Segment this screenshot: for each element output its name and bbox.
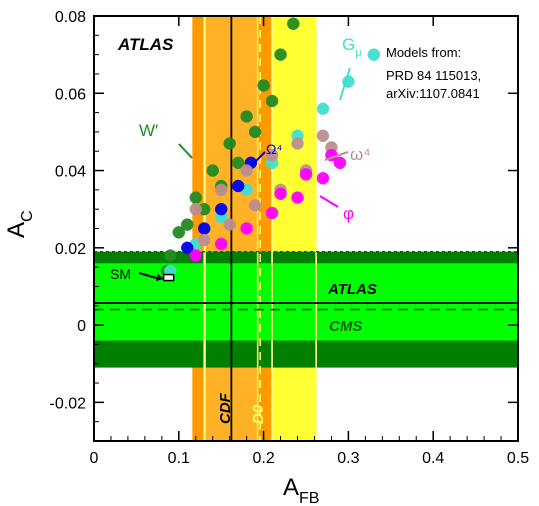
y-tick-label: 0.02	[55, 241, 86, 258]
sm-arrowhead	[156, 274, 164, 281]
series-3-point-1	[214, 183, 228, 197]
omega-upper-arrow	[250, 151, 266, 167]
omega-lower-arrow	[324, 151, 349, 161]
wprime-arrow	[178, 143, 193, 159]
series-labels: W′ Gμ Ω⁴ ω⁴ φ	[139, 35, 371, 223]
series-3-point-2	[240, 164, 253, 177]
y-tick-label: 0.08	[55, 9, 86, 26]
series-2-point-2	[214, 202, 228, 216]
series-0-point-10	[181, 218, 194, 231]
band-label-cdf: CDF	[217, 392, 234, 424]
series-3-point-9	[248, 199, 262, 212]
series-0-point-5	[240, 110, 253, 123]
gmu-arrow	[339, 67, 351, 101]
series-0-point-7	[274, 48, 287, 61]
series-0-point-1	[172, 226, 186, 239]
series-0-point-9	[164, 249, 177, 262]
sm-label-group: SM	[110, 266, 164, 282]
band-label-atlas: ATLAS	[327, 281, 377, 298]
series-1-point-8	[367, 48, 381, 61]
y-tick-label: 0	[77, 318, 86, 335]
x-tick-label: 0.1	[168, 450, 190, 467]
band-label-d0: D0	[250, 404, 267, 424]
y-tick-label: 0.04	[55, 164, 86, 181]
x-tick-label: 0.4	[422, 450, 444, 467]
y-axis-label: AC	[3, 210, 36, 238]
x-tick-label: 0.3	[337, 450, 359, 467]
series-0-point-15	[265, 94, 279, 108]
models-note-line-2: PRD 84 115013,	[386, 68, 481, 83]
models-note-line-1: Models from:	[386, 45, 461, 60]
series-0-point-2	[189, 191, 203, 204]
series-4-point-4	[291, 191, 304, 204]
series-4-point-3	[265, 206, 279, 220]
series-0-point-3	[206, 164, 219, 177]
series-4-point-8	[299, 168, 313, 181]
series-4-point-7	[274, 187, 287, 200]
series-label-gmu: Gμ	[342, 35, 362, 59]
sm-arrow	[138, 272, 161, 280]
series-2-point-0	[181, 241, 194, 255]
series-0-point-14	[248, 125, 262, 139]
series-3-point-5	[316, 129, 330, 143]
model-series	[160, 17, 381, 282]
y-tick-label: -0.02	[50, 395, 87, 412]
models-note: Models from: PRD 84 115013, arXiv:1107.0…	[386, 45, 481, 101]
series-3-point-10	[223, 218, 236, 231]
x-tick-label: 0.2	[252, 450, 274, 467]
series-label-wprime: W′	[139, 121, 158, 140]
series-3-point-3	[265, 148, 279, 162]
x-axis-label: AFB	[283, 474, 319, 506]
series-3-point-0	[189, 202, 203, 216]
models-note-line-3: arXiv:1107.0841	[386, 86, 480, 101]
series-3-point-11	[197, 233, 211, 247]
top-left-label: ATLAS	[117, 35, 174, 54]
y-tick-label: 0.06	[55, 86, 86, 103]
series-3-point-4	[291, 137, 304, 150]
series-4-point-5	[316, 172, 330, 185]
series-label-phi: φ	[343, 204, 354, 223]
series-0-point-6	[257, 79, 270, 92]
phi-arrow	[319, 195, 339, 208]
series-2-point-3	[231, 179, 245, 193]
x-tick-label: 0.5	[507, 450, 529, 467]
series-4-point-2	[240, 222, 253, 235]
sm-label: SM	[110, 266, 131, 282]
series-0-point-4	[223, 137, 236, 150]
series-4-point-0	[189, 249, 203, 262]
atlas-inner-band	[94, 263, 518, 341]
sm-point	[162, 273, 175, 282]
series-4-point-1	[214, 237, 228, 251]
band-label-cms: CMS	[329, 318, 362, 335]
series-label-omega-upper: Ω⁴	[266, 141, 282, 157]
series-label-omega-lower: ω⁴	[350, 145, 371, 164]
axis-ticks: 0 0.1 0.2 0.3 0.4 0.5 -0.02 0 0.02 0.04 0.06 0.08	[50, 9, 530, 467]
series-0-point-8	[287, 17, 300, 30]
series-4-point-6	[333, 156, 347, 170]
series-0-point-13	[231, 156, 245, 170]
series-2-point-1	[197, 222, 211, 235]
x-tick-label: 0	[90, 450, 99, 467]
series-1-point-6	[316, 102, 330, 115]
